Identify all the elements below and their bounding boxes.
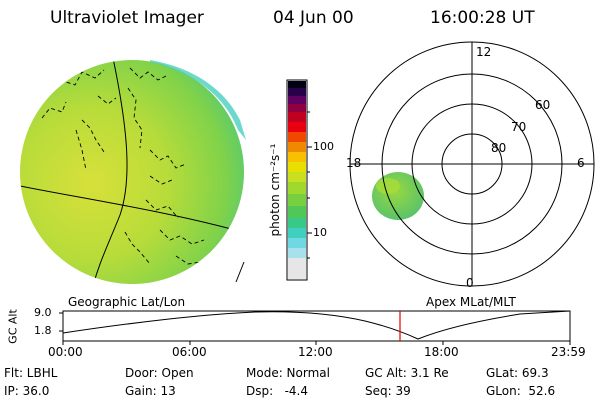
- info-filter: Flt: LBHL: [4, 366, 58, 380]
- mlat-label-70: 70: [511, 120, 527, 134]
- altitude-plot: [59, 310, 571, 345]
- colorbar-unit-label: photon cm⁻²s⁻¹: [268, 143, 282, 237]
- xtick-2359: 23:59: [551, 345, 586, 359]
- mlt-label-18: 18: [346, 156, 362, 170]
- info-dsp: Dsp: -4.4: [246, 384, 309, 398]
- mlt-label-0: 0: [466, 276, 474, 290]
- time-label: 16:00:28 UT: [430, 8, 535, 28]
- polar-grid: [349, 41, 595, 287]
- auroral-patch-core: [376, 178, 400, 194]
- colorbar-tick-100: 100: [313, 140, 334, 153]
- altitude-ytick-9: 9.0: [34, 306, 52, 319]
- info-door: Door: Open: [125, 366, 194, 380]
- meridian-line: [91, 60, 128, 284]
- xtick-1800: 18:00: [424, 345, 459, 359]
- xtick-0000: 00:00: [48, 345, 83, 359]
- xtick-1200: 12:00: [298, 345, 333, 359]
- mlt-label-6: 6: [577, 156, 585, 170]
- info-mode: Mode: Normal: [246, 366, 330, 380]
- info-gc-alt: GC Alt: 3.1 Re: [365, 366, 449, 380]
- mlt-label-12: 12: [476, 45, 492, 59]
- geographic-image: [20, 60, 246, 284]
- info-glon: GLon: 52.6: [486, 384, 556, 398]
- xtick-0600: 06:00: [172, 345, 207, 359]
- altitude-curve: [62, 310, 571, 340]
- info-ip: IP: 36.0: [4, 384, 50, 398]
- date-label: 04 Jun 00: [273, 8, 354, 28]
- parallel-line: [20, 185, 236, 231]
- auroral-patch: [372, 172, 424, 220]
- mlat-label-60: 60: [535, 98, 551, 112]
- earth-disk: [20, 60, 244, 284]
- caption-apex: Apex MLat/MLT: [426, 295, 516, 309]
- orbit-tick: [235, 261, 245, 283]
- info-seq: Seq: 39: [365, 384, 411, 398]
- altitude-ytick-1-8: 1.8: [34, 324, 52, 337]
- lat-lon-grid: [20, 60, 236, 284]
- info-glat: GLat: 69.3: [486, 366, 549, 380]
- altitude-ylabel: GC Alt: [6, 309, 20, 344]
- mlat-label-80: 80: [491, 141, 507, 155]
- coastline-outlines: [41, 67, 205, 265]
- colorbar-tick-10: 10: [313, 226, 327, 239]
- caption-geographic: Geographic Lat/Lon: [68, 295, 186, 309]
- app-title: Ultraviolet Imager: [50, 8, 204, 28]
- polar-plot: [349, 41, 595, 287]
- colorbar: [286, 79, 312, 281]
- info-gain: Gain: 13: [125, 384, 176, 398]
